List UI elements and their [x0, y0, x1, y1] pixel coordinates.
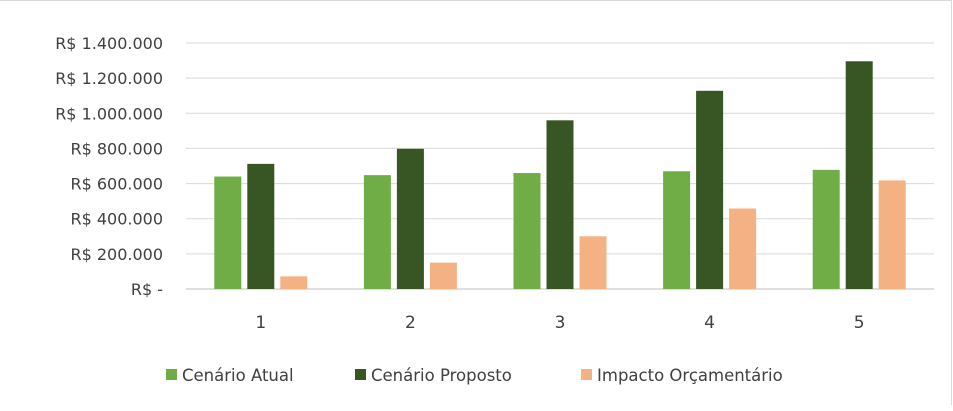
legend-label: Cenário Proposto	[371, 366, 512, 385]
bar-cenario-proposto-3	[546, 120, 574, 289]
bar-impacto-orcamentario-2	[429, 262, 457, 289]
legend-swatch	[355, 369, 366, 380]
y-axis-tick-labels: R$ - R$ 200.000 R$ 400.000 R$ 600.000 R$ 800…	[55, 34, 163, 299]
x-category-label: 2	[405, 313, 416, 333]
bar-impacto-orcamentario-3	[579, 236, 607, 289]
y-tick-label: R$ 800.000	[70, 139, 163, 158]
bar-cenario-proposto-5	[845, 61, 873, 289]
bar-cenario-atual-5	[812, 169, 840, 289]
x-category-label: 4	[704, 313, 715, 333]
bar-cenario-proposto-1	[247, 163, 275, 289]
x-category-label: 5	[854, 313, 865, 333]
y-tick-label: R$ 1.200.000	[55, 69, 163, 88]
y-tick-label: R$ 600.000	[70, 175, 163, 194]
y-tick-label: R$ 200.000	[70, 245, 163, 264]
x-category-label: 1	[255, 313, 266, 333]
y-tick-label: R$ 400.000	[70, 210, 163, 229]
legend-label: Impacto Orçamentário	[597, 366, 783, 385]
bar-cenario-atual-3	[513, 173, 541, 289]
legend-swatch	[166, 369, 177, 380]
bar-impacto-orcamentario-1	[280, 276, 308, 289]
x-axis-category-labels: 1 2 3 4 5	[255, 313, 864, 333]
y-tick-label: R$ 1.400.000	[55, 34, 163, 53]
legend-label: Cenário Atual	[182, 366, 294, 385]
bar-cenario-atual-4	[663, 171, 691, 289]
x-category-label: 3	[555, 313, 566, 333]
y-tick-label: R$ -	[131, 280, 163, 299]
legend: Cenário Atual Cenário Proposto Impacto Orç…	[166, 366, 783, 385]
bar-cenario-atual-2	[363, 175, 391, 289]
bar-cenario-atual-1	[214, 176, 242, 289]
bar-cenario-proposto-2	[396, 148, 424, 289]
bar-impacto-orcamentario-5	[878, 180, 906, 289]
y-tick-label: R$ 1.000.000	[55, 104, 163, 123]
bar-cenario-proposto-4	[696, 90, 724, 290]
bar-impacto-orcamentario-4	[729, 208, 757, 289]
legend-swatch	[581, 369, 592, 380]
bars	[214, 61, 906, 290]
